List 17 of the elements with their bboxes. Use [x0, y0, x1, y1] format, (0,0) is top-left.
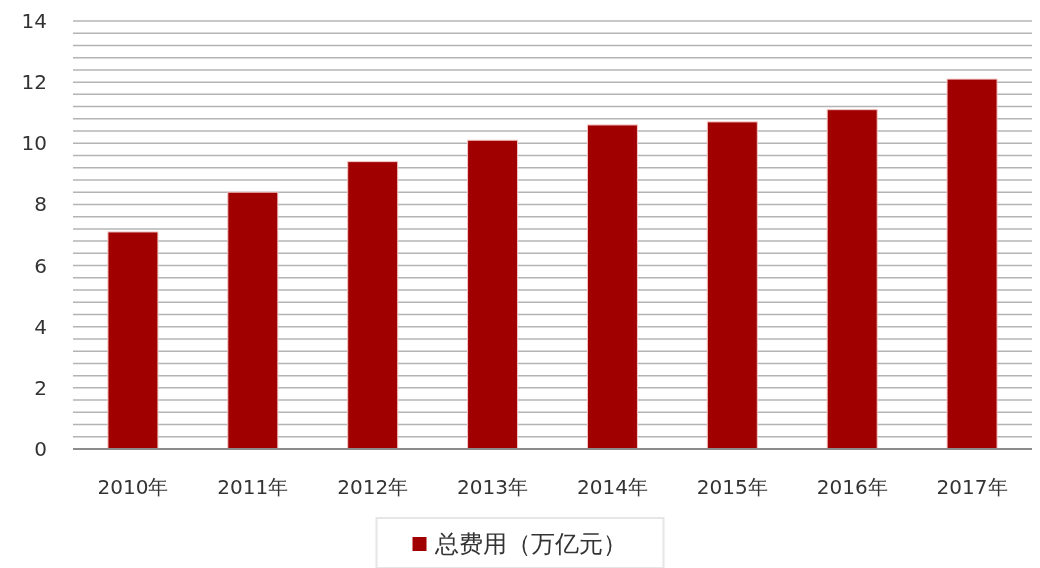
x-tick-label: 2017年 — [936, 475, 1008, 499]
y-tick-label: 2 — [34, 375, 47, 400]
legend-label: 总费用（万亿元） — [433, 530, 627, 558]
x-tick-label: 2013年 — [457, 475, 529, 499]
x-tick-label: 2014年 — [576, 475, 648, 499]
x-tick-label: 2015年 — [696, 475, 768, 499]
y-tick-label: 14 — [21, 9, 47, 33]
y-tick-label: 8 — [34, 192, 47, 217]
x-tick-label: 2010年 — [97, 475, 169, 499]
y-tick-label: 12 — [21, 70, 47, 95]
y-tick-label: 6 — [34, 253, 47, 278]
x-tick-label: 2012年 — [337, 475, 409, 499]
x-tick-label: 2011年 — [217, 475, 289, 499]
y-tick-label: 0 — [34, 437, 47, 461]
y-tick-label: 10 — [21, 131, 47, 156]
y-tick-label: 4 — [34, 314, 47, 339]
x-tick-label: 2016年 — [816, 475, 888, 499]
